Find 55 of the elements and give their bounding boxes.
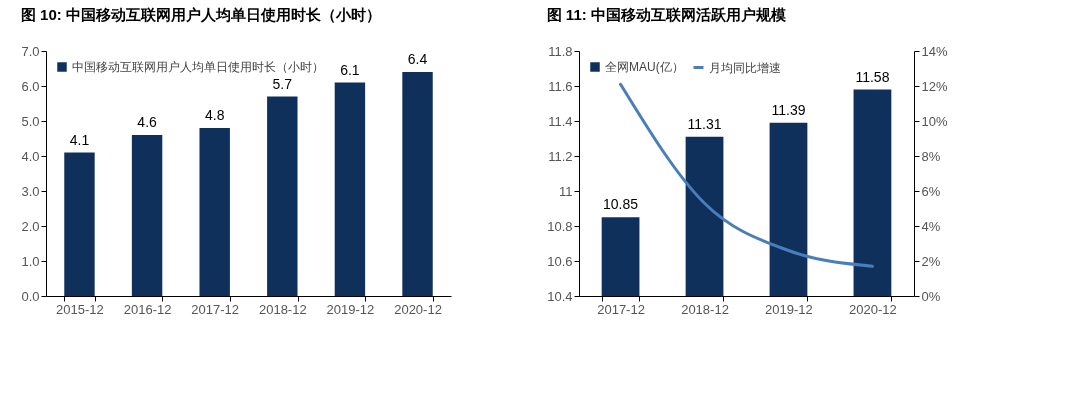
- y-tick-label: 7.0: [21, 43, 40, 59]
- data-label: 10.85: [603, 196, 639, 213]
- y2-tick-label: 2%: [921, 253, 941, 269]
- x-tick-label: 2017-12: [597, 301, 645, 317]
- chart-title: 图 10: 中国移动互联网用户人均单日使用时长（小时）: [20, 6, 381, 23]
- chart-title: 图 11: 中国移动互联网活跃用户规模: [546, 6, 787, 23]
- data-label: 6.1: [340, 61, 360, 78]
- x-tick-label: 2020-12: [394, 301, 442, 317]
- y-tick-label: 11.6: [548, 78, 573, 94]
- bar: [402, 72, 433, 296]
- x-tick-label: 2020-12: [849, 301, 897, 317]
- bar: [199, 128, 230, 296]
- y-tick-label: 4.0: [21, 148, 40, 164]
- y-tick-label: 11.4: [548, 113, 573, 129]
- y-tick-label: 10.8: [547, 218, 573, 234]
- y-tick-label: 6.0: [21, 78, 40, 94]
- y-tick-label: 1.0: [21, 253, 40, 269]
- data-label: 5.7: [272, 75, 293, 92]
- data-label: 4.1: [69, 131, 90, 148]
- x-tick-label: 2016-12: [123, 301, 172, 317]
- legend-label: 月均同比增速: [709, 60, 781, 75]
- bar: [64, 152, 95, 296]
- data-label: 11.58: [855, 68, 890, 85]
- x-tick-label: 2018-12: [681, 301, 729, 317]
- y-tick-label: 5.0: [21, 113, 40, 129]
- y2-tick-label: 12%: [921, 78, 948, 94]
- y-tick-label: 11.2: [548, 148, 573, 164]
- y2-tick-label: 10%: [921, 113, 948, 129]
- data-label: 4.8: [204, 107, 225, 123]
- bar: [267, 96, 298, 296]
- y-tick-label: 10.6: [547, 253, 573, 269]
- y-tick-label: 2.0: [21, 218, 40, 234]
- y-tick-label: 10.4: [547, 288, 573, 304]
- y-tick-label: 3.0: [21, 183, 40, 199]
- y-tick-label: 11: [559, 183, 573, 199]
- legend-label: 全网MAU(亿）: [605, 60, 684, 74]
- x-tick-label: 2015-12: [56, 301, 104, 317]
- data-label: 6.4: [407, 51, 428, 67]
- legend-label: 中国移动互联网用户人均单日使用时长（小时）: [72, 60, 324, 74]
- x-tick-label: 2019-12: [765, 301, 813, 317]
- y2-tick-label: 0%: [921, 288, 941, 304]
- bar: [334, 82, 366, 296]
- x-tick-label: 2019-12: [326, 301, 375, 317]
- bar: [131, 135, 163, 296]
- x-tick-label: 2018-12: [258, 301, 307, 317]
- y2-tick-label: 6%: [921, 183, 941, 199]
- y2-tick-label: 4%: [921, 218, 941, 234]
- y-tick-label: 11.8: [548, 43, 573, 59]
- y2-tick-label: 14%: [921, 43, 948, 59]
- data-label: 11.39: [771, 101, 806, 118]
- data-label: 4.6: [137, 114, 158, 130]
- y-tick-label: 0.0: [21, 288, 40, 304]
- x-tick-label: 2017-12: [191, 301, 240, 317]
- y2-tick-label: 8%: [921, 148, 941, 164]
- data-label: 11.31: [687, 115, 722, 132]
